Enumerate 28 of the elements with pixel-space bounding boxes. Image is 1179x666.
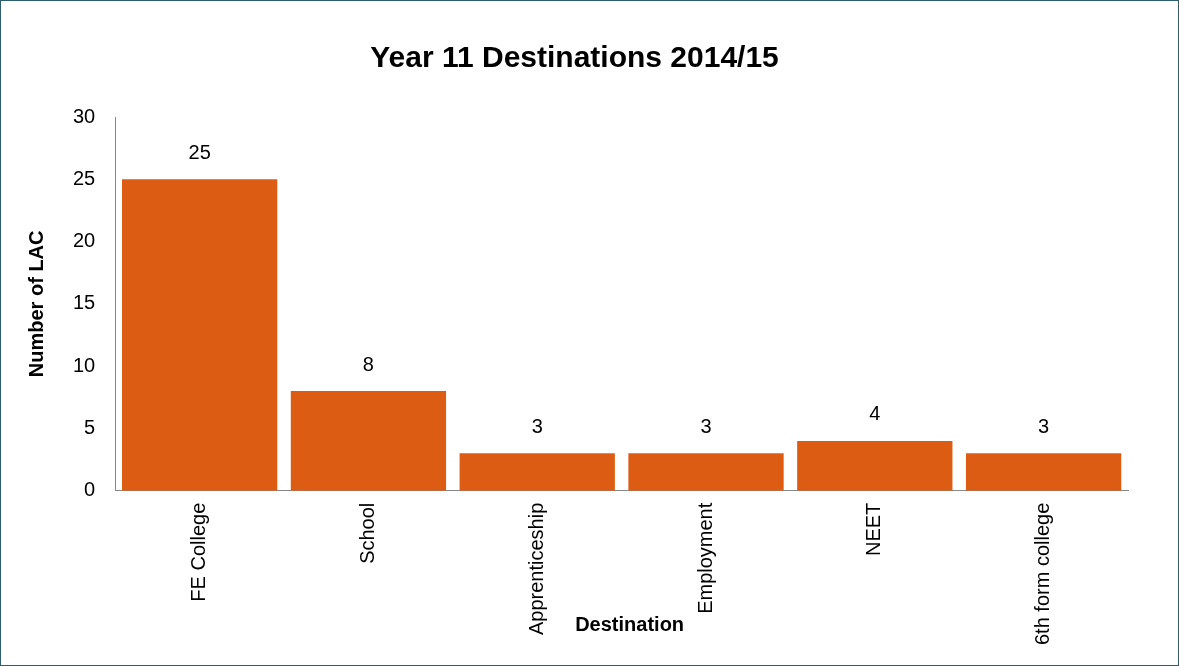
bar [122, 179, 278, 491]
x-tick-label: NEET [862, 502, 885, 557]
data-label: 8 [362, 352, 374, 375]
y-tick-label: 30 [73, 104, 96, 127]
data-label: 3 [1038, 414, 1050, 437]
y-tick-label: 15 [73, 291, 96, 314]
y-tick-label: 10 [73, 353, 96, 376]
x-tick-label: Apprenticeship [524, 502, 547, 636]
bar [628, 453, 784, 491]
data-label: 25 [188, 140, 211, 163]
y-tick-label: 5 [84, 415, 96, 438]
y-axis-title: Number of LAC [24, 230, 47, 378]
x-tick-label: Employment [693, 502, 716, 614]
data-label: 3 [531, 414, 543, 437]
x-tick-label: FE College [187, 502, 210, 602]
y-tick-label: 0 [84, 478, 96, 501]
y-tick-label: 20 [73, 229, 96, 252]
bar [797, 440, 953, 491]
x-tick-label: School [355, 502, 378, 564]
bar [290, 391, 447, 491]
data-label: 3 [700, 414, 712, 437]
bar [965, 453, 1122, 491]
data-label: 4 [869, 402, 881, 425]
x-tick-label: 6th form college [1031, 502, 1054, 645]
x-axis-title: Destination [575, 612, 685, 635]
chart-title: Year 11 Destinations 2014/15 [370, 40, 779, 74]
y-tick-label: 25 [73, 166, 96, 189]
bar [459, 453, 615, 491]
